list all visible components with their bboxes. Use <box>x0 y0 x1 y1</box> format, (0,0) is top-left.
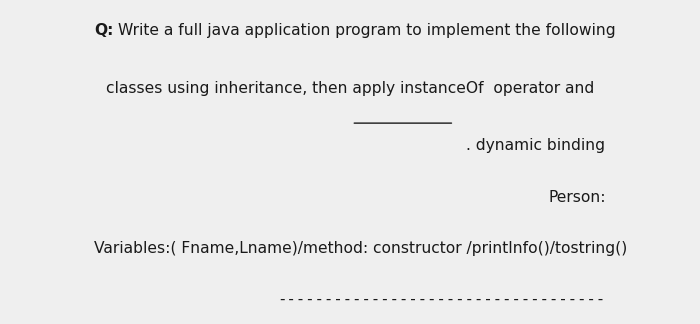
Text: classes using inheritance, then apply instanceOf  operator and: classes using inheritance, then apply in… <box>106 81 594 96</box>
Text: Person:: Person: <box>548 190 606 204</box>
Text: Write a full java application program to implement the following: Write a full java application program to… <box>118 23 615 38</box>
Text: . dynamic binding: . dynamic binding <box>466 138 606 153</box>
Text: Q:: Q: <box>94 23 114 38</box>
Text: Variables:( Fname,Lname)/method: constructor /printInfo()/tostring(): Variables:( Fname,Lname)/method: constru… <box>94 241 628 256</box>
Text: -----------------------------------: ----------------------------------- <box>277 292 606 307</box>
